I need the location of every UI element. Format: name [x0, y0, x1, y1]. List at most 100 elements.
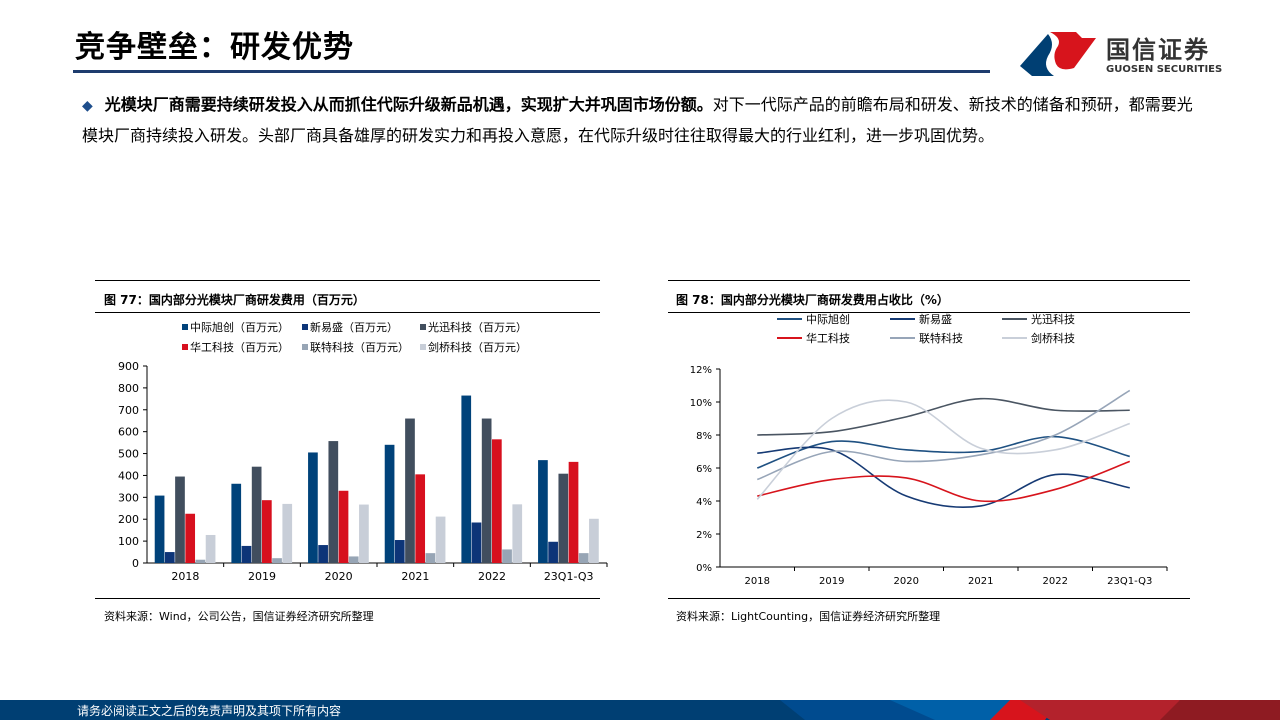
bar-x-tick-label: 2019 [248, 570, 276, 583]
line-legend-label: 中际旭创 [806, 312, 850, 326]
line-series-5 [756, 399, 1131, 500]
bar-y-tick-label: 500 [118, 448, 139, 461]
line-x-tick-label: 2020 [894, 576, 919, 587]
footer-bar: 请务必阅读正文之后的免责声明及其项下所有内容 [0, 700, 1280, 720]
line-series-1 [757, 446, 1130, 509]
bar-4-3 [425, 553, 436, 563]
bar-chart-source: 资料来源：Wind，公司公告，国信证券经济研究所整理 [104, 610, 374, 623]
bar-0-4 [461, 395, 472, 563]
page-title: 竞争壁垒：研发优势 [75, 30, 354, 65]
guosen-logo: 国信证券 GUOSEN SECURITIES [1018, 28, 1222, 78]
panel-right-top-rule [668, 280, 1190, 281]
bar-4-2 [348, 556, 359, 563]
bar-1-3 [394, 540, 405, 563]
logo-mark-icon [1020, 32, 1096, 76]
bar-5-0 [205, 534, 216, 563]
bar-2-0 [175, 476, 185, 563]
bar-legend-swatch [302, 344, 308, 350]
panel-left-title-rule [95, 312, 600, 313]
bar-5-1 [282, 503, 293, 563]
bar-y-tick-label: 300 [118, 491, 139, 504]
bar-legend-swatch [302, 324, 308, 330]
line-legend-label: 新易盛 [919, 312, 952, 326]
bar-0-0 [154, 495, 165, 563]
bar-y-tick-label: 0 [132, 557, 139, 570]
summary-bold: 光模块厂商需要持续研发投入从而抓住代际升级新品机遇，实现扩大并巩固市场份额。 [104, 95, 713, 114]
bar-2-2 [328, 441, 339, 563]
bar-legend-label: 中际旭创（百万元） [190, 320, 289, 334]
line-legend-label: 华工科技 [806, 331, 850, 345]
line-series-4 [756, 389, 1131, 481]
bar-legend-label: 光迅科技（百万元） [428, 320, 527, 334]
line-y-tick-label: 4% [696, 497, 712, 508]
footer-disclaimer: 请务必阅读正文之后的免责声明及其项下所有内容 [77, 704, 342, 718]
bar-y-tick-label: 400 [118, 469, 139, 482]
line-x-tick-label: 2021 [968, 576, 993, 587]
bar-x-tick-label: 2022 [478, 570, 506, 583]
line-chart-source: 资料来源：LightCounting，国信证券经济研究所整理 [676, 610, 941, 623]
bar-legend-label: 新易盛（百万元） [310, 320, 398, 334]
bar-chart-title: 图 77：国内部分光模块厂商研发费用（百万元） [104, 293, 365, 307]
line-y-tick-label: 8% [696, 431, 712, 442]
line-x-tick-label: 23Q1-Q3 [1107, 576, 1152, 587]
bar-legend-label: 华工科技（百万元） [190, 340, 289, 354]
bar-y-tick-label: 900 [118, 360, 139, 373]
bar-1-4 [471, 522, 482, 563]
bar-x-tick-label: 2018 [171, 570, 199, 583]
line-legend-label: 剑桥科技 [1031, 331, 1075, 345]
summary-text: 对下一代际产品的前瞻布局和研发、新技术的储备和预研，都需要光模块厂商持续投入研发… [82, 95, 1193, 145]
bar-y-tick-label: 800 [118, 382, 139, 395]
bar-2-5 [558, 473, 569, 563]
bar-2-1 [251, 466, 262, 563]
bar-0-2 [308, 452, 318, 563]
line-series-3 [757, 460, 1131, 503]
bar-x-tick-label: 23Q1-Q3 [544, 570, 594, 583]
bar-0-3 [384, 444, 395, 563]
panel-left-bottom-rule [95, 598, 600, 599]
bar-5-5 [589, 518, 599, 563]
diamond-bullet-icon: ◆ [82, 98, 93, 114]
line-x-tick-label: 2022 [1043, 576, 1068, 587]
line-chart-title: 图 78：国内部分光模块厂商研发费用占收比（%） [676, 293, 949, 307]
bar-0-5 [538, 460, 548, 563]
summary-bullet: ◆ 光模块厂商需要持续研发投入从而抓住代际升级新品机遇，实现扩大并巩固市场份额。对… [82, 90, 1202, 150]
bar-legend-swatch [182, 324, 188, 330]
bar-2-3 [405, 418, 415, 563]
line-legend-label: 光迅科技 [1031, 312, 1075, 326]
bar-1-5 [548, 541, 558, 563]
bar-5-3 [435, 516, 446, 563]
bar-3-3 [415, 474, 426, 563]
line-y-tick-label: 0% [696, 563, 712, 574]
bar-y-tick-label: 700 [118, 404, 139, 417]
bar-1-0 [164, 552, 175, 563]
line-legend-label: 联特科技 [919, 331, 963, 345]
bar-0-1 [231, 483, 242, 563]
panel-right-title-rule [668, 312, 1190, 313]
line-series-2 [757, 397, 1130, 436]
bar-4-5 [578, 553, 589, 563]
bar-4-4 [502, 549, 512, 563]
line-y-tick-label: 10% [690, 398, 712, 409]
bar-legend-swatch [182, 344, 188, 350]
panel-left-top-rule [95, 280, 600, 281]
bar-4-0 [195, 559, 206, 563]
bar-x-tick-label: 2021 [401, 570, 429, 583]
bar-legend-label: 联特科技（百万元） [310, 340, 409, 354]
bar-2-4 [481, 418, 492, 563]
bar-legend-swatch [420, 324, 426, 330]
line-x-tick-label: 2018 [745, 576, 770, 587]
logo-text-en: GUOSEN SECURITIES [1106, 64, 1223, 75]
line-series-0 [756, 435, 1130, 469]
bar-3-1 [262, 500, 272, 563]
bar-legend-label: 剑桥科技（百万元） [428, 340, 527, 354]
line-y-tick-label: 2% [696, 530, 712, 541]
bar-3-2 [338, 490, 349, 563]
line-x-tick-label: 2019 [819, 576, 844, 587]
bar-3-5 [568, 461, 579, 563]
bar-y-tick-label: 100 [118, 535, 139, 548]
bar-1-2 [318, 545, 328, 563]
bar-legend-swatch [420, 344, 426, 350]
bar-y-tick-label: 200 [118, 513, 139, 526]
bar-5-4 [512, 504, 523, 563]
panel-right-bottom-rule [668, 598, 1190, 599]
